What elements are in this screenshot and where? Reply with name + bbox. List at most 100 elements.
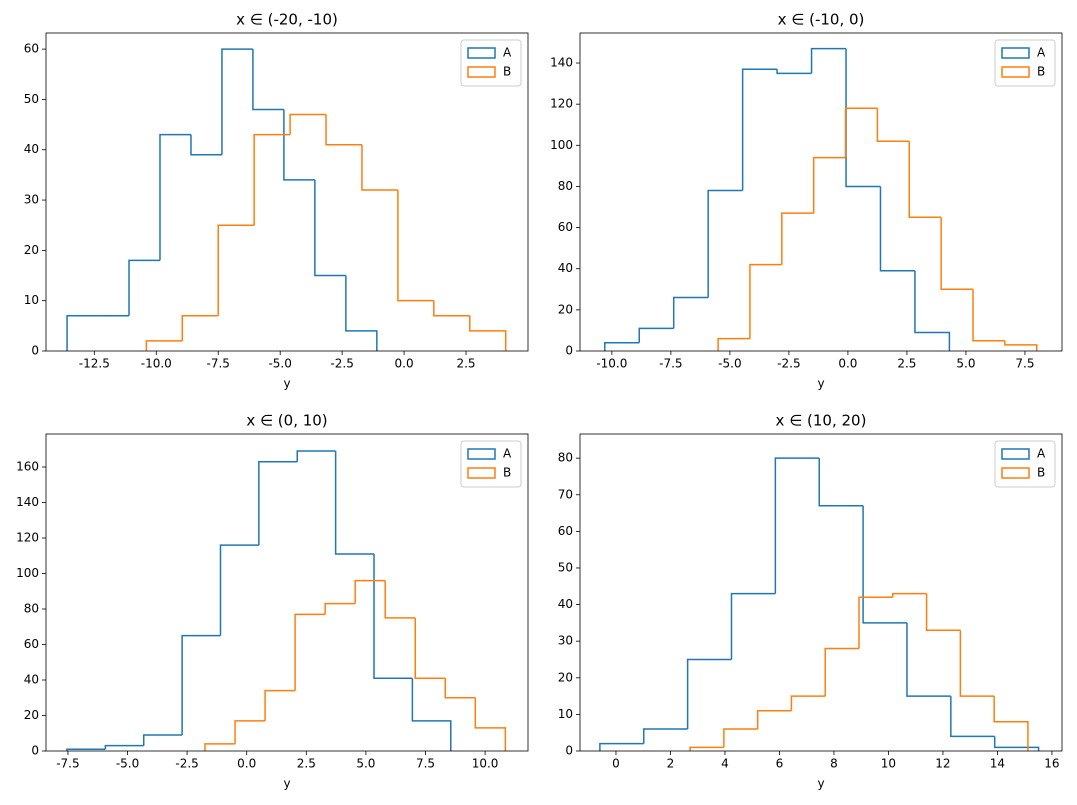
y-tick-label: 40 bbox=[558, 597, 573, 611]
histogram-step bbox=[876, 108, 910, 142]
histogram-step bbox=[384, 580, 416, 619]
histogram-step bbox=[810, 47, 847, 74]
y-tick-label: 80 bbox=[24, 602, 39, 616]
histogram-step bbox=[818, 458, 864, 507]
histogram-step bbox=[686, 658, 732, 730]
x-tick-label: -5.0 bbox=[718, 357, 741, 371]
legend-box bbox=[994, 39, 1056, 87]
histogram-step bbox=[749, 263, 782, 339]
legend-swatch bbox=[467, 47, 496, 59]
histogram-step bbox=[128, 259, 160, 316]
histogram-step bbox=[604, 342, 640, 351]
y-tick-label: 20 bbox=[558, 670, 573, 684]
histogram-step bbox=[959, 630, 995, 697]
legend-swatch bbox=[1001, 66, 1030, 78]
x-tick-label: -7.5 bbox=[207, 357, 230, 371]
histogram-step bbox=[972, 289, 1005, 342]
histogram-step bbox=[790, 695, 826, 711]
histogram-step bbox=[204, 743, 236, 751]
histogram-step bbox=[908, 141, 942, 219]
histogram-step bbox=[289, 113, 327, 135]
histogram-step bbox=[723, 728, 758, 748]
histogram-step bbox=[159, 133, 191, 261]
x-tick-label: 0.0 bbox=[838, 357, 857, 371]
histogram-step bbox=[219, 544, 259, 636]
y-tick-label: 40 bbox=[558, 261, 573, 275]
histogram-step bbox=[643, 728, 688, 744]
histogram-step bbox=[862, 505, 907, 624]
histogram-step bbox=[66, 315, 99, 351]
axis-title: x ∈ (-10, 0) bbox=[778, 11, 865, 29]
histogram-step bbox=[672, 296, 709, 329]
axis-title: x ∈ (10, 20) bbox=[776, 412, 867, 430]
histogram-step bbox=[145, 340, 183, 351]
histogram-step bbox=[190, 134, 222, 156]
x-tick-label: -5.0 bbox=[268, 357, 291, 371]
axis-title: x ∈ (0, 10) bbox=[246, 412, 327, 430]
y-tick-label: 40 bbox=[24, 142, 39, 156]
histogram-step bbox=[373, 553, 413, 679]
histogram-step bbox=[730, 592, 776, 660]
x-tick-label: 2.5 bbox=[456, 357, 475, 371]
legend-label: A bbox=[503, 447, 512, 461]
x-axis-label: y bbox=[817, 777, 824, 791]
x-tick-label: 4 bbox=[721, 757, 729, 771]
y-tick-label: 40 bbox=[24, 673, 39, 687]
legend-box bbox=[994, 440, 1056, 488]
y-tick-label: 20 bbox=[24, 708, 39, 722]
x-tick-label: 0.0 bbox=[237, 757, 256, 771]
x-axis-label: y bbox=[283, 377, 290, 391]
x-tick-label: 14 bbox=[990, 757, 1005, 771]
histogram-step bbox=[469, 315, 507, 351]
legend-box bbox=[460, 39, 522, 87]
histogram-step bbox=[411, 678, 452, 751]
legend-swatch bbox=[1001, 47, 1030, 59]
histogram-step bbox=[258, 460, 298, 546]
legend-label: A bbox=[503, 46, 512, 60]
histogram-step bbox=[914, 270, 951, 351]
histogram-step bbox=[844, 107, 878, 158]
x-tick-label: 7.5 bbox=[416, 757, 435, 771]
y-tick-label: 50 bbox=[24, 92, 39, 106]
histogram-step bbox=[361, 144, 398, 191]
x-tick-label: -2.5 bbox=[330, 357, 353, 371]
histogram-step bbox=[296, 450, 336, 462]
x-tick-label: -2.5 bbox=[175, 757, 198, 771]
y-tick-label: 0 bbox=[31, 744, 39, 758]
y-tick-label: 100 bbox=[16, 566, 39, 580]
x-tick-label: 2.5 bbox=[897, 357, 916, 371]
legend-label: A bbox=[1037, 46, 1046, 60]
y-tick-label: 140 bbox=[550, 56, 573, 70]
x-tick-label: 2.5 bbox=[297, 757, 316, 771]
x-tick-label: 16 bbox=[1044, 757, 1059, 771]
y-tick-label: 160 bbox=[16, 460, 39, 474]
histogram-step bbox=[444, 678, 476, 699]
histogram-step bbox=[858, 596, 893, 649]
legend-swatch bbox=[1001, 467, 1030, 479]
x-tick-label: -12.5 bbox=[79, 357, 110, 371]
histogram-step bbox=[253, 133, 291, 226]
y-tick-label: 120 bbox=[550, 97, 573, 111]
histogram-step bbox=[845, 48, 881, 188]
axes-frame bbox=[45, 433, 529, 752]
y-tick-label: 0 bbox=[31, 344, 39, 358]
x-tick-label: 8 bbox=[830, 757, 838, 771]
legend-swatch bbox=[467, 66, 496, 78]
histogram-step bbox=[950, 696, 995, 738]
histogram-step bbox=[334, 451, 375, 555]
x-tick-label: 0.0 bbox=[395, 357, 414, 371]
y-tick-label: 60 bbox=[558, 220, 573, 234]
x-axis-label: y bbox=[817, 377, 824, 391]
histogram-step bbox=[324, 602, 356, 615]
histogram-step bbox=[599, 742, 644, 751]
histogram-step bbox=[993, 696, 1029, 751]
histogram-step bbox=[181, 315, 219, 341]
y-tick-label: 30 bbox=[24, 193, 39, 207]
histogram-step bbox=[925, 593, 961, 631]
y-tick-label: 140 bbox=[16, 495, 39, 509]
histogram-step bbox=[940, 217, 974, 291]
histogram-step bbox=[906, 622, 951, 697]
y-tick-label: 30 bbox=[558, 634, 573, 648]
legend-swatch bbox=[467, 467, 496, 479]
